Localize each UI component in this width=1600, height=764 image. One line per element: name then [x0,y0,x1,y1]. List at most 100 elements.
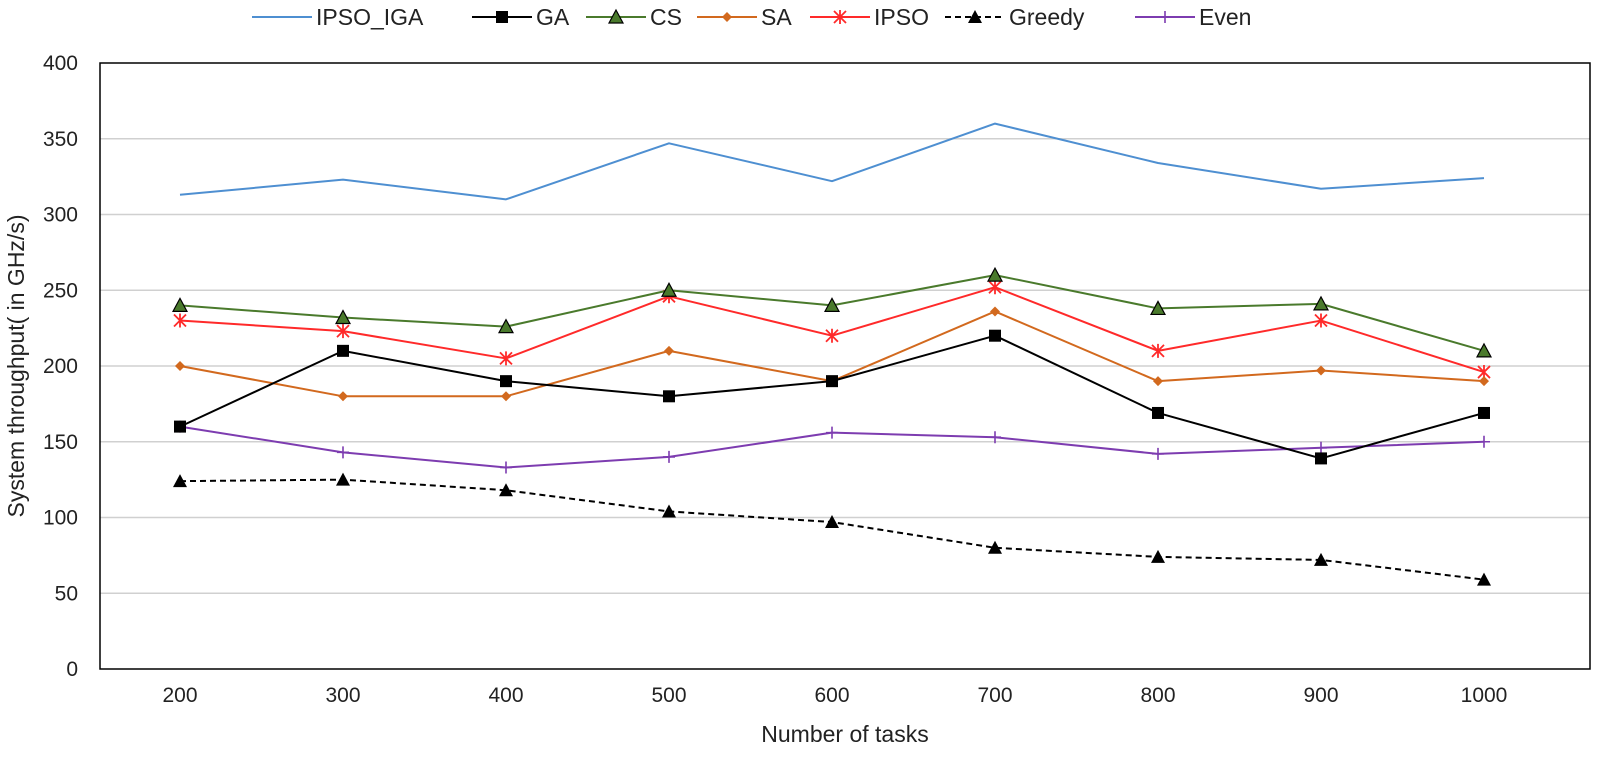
data-point-marker [1149,300,1167,316]
legend-item: IPSO [810,4,929,30]
data-point-marker [500,375,512,388]
series-greedy [173,472,1491,586]
data-point-marker [174,420,186,433]
x-tick-label: 900 [1303,684,1338,707]
data-point-marker [833,10,847,24]
data-point-marker [990,306,1000,317]
data-point-marker [825,328,839,343]
data-point-marker [660,281,678,297]
x-tick-label: 700 [977,684,1012,707]
legend-item: GA [472,4,570,30]
data-point-marker [497,318,515,334]
legend-item: IPSO_IGA [252,4,424,30]
data-point-marker [499,351,513,366]
data-point-marker [501,391,511,402]
legend-item: SA [697,4,792,30]
data-point-marker [1314,313,1328,328]
data-point-marker [823,297,841,312]
data-point-marker [825,515,839,529]
data-point-marker [173,474,187,488]
data-point-marker [175,361,185,371]
data-point-marker [988,540,1002,554]
legend-item: CS [586,4,682,30]
data-point-marker [826,426,838,439]
plot-area-frame [99,62,1591,670]
data-point-marker [337,446,349,459]
data-point-marker [337,344,349,357]
data-point-marker [334,309,352,325]
data-point-marker [500,461,512,474]
legend-label: IPSO [874,4,929,30]
y-tick-label: 50 [55,582,78,605]
data-point-marker [1151,343,1165,358]
legend-label: IPSO_IGA [316,4,424,30]
x-tick-label: 200 [162,684,197,707]
legend-label: GA [536,4,570,30]
data-point-marker [1316,365,1326,376]
legend: IPSO_IGA GA CS SA IPSO Greedy Even [252,4,1251,30]
data-point-marker [1151,549,1165,563]
series-ipso-iga [179,122,1485,201]
gridlines [100,138,1590,594]
x-tick-label: 800 [1140,684,1175,707]
data-point-marker [1312,295,1330,311]
x-tick-label: 600 [814,684,849,707]
data-point-marker [722,12,732,22]
y-tick-label: 150 [43,431,78,454]
data-point-marker [1153,376,1163,387]
data-point-marker [336,472,350,486]
legend-item: Greedy [945,4,1085,30]
y-axis-title: System throughput( in GHz/s) [3,215,29,518]
data-point-marker [607,8,625,24]
series-ga [174,329,1490,465]
series-cs [171,266,1493,358]
legend-label: Greedy [1009,4,1085,30]
data-point-marker [989,431,1001,444]
data-point-marker [664,345,674,356]
data-point-marker [968,10,982,23]
data-point-marker [496,11,508,23]
data-point-marker [986,266,1004,282]
y-tick-label: 200 [43,355,78,378]
x-axis-ticks: 200 300 400 500 600 700 800 900 1000 [162,684,1507,707]
series-ipso [173,280,1491,380]
series-layer [171,122,1493,586]
legend-label: SA [761,4,792,30]
y-tick-label: 400 [43,52,78,75]
y-tick-label: 100 [43,507,78,530]
data-point-marker [1314,552,1328,566]
y-axis-ticks: 0 50 100 150 200 250 300 350 400 [43,52,78,681]
data-point-marker [663,450,675,463]
legend-item: Even [1135,4,1251,30]
data-point-marker [338,391,348,402]
data-point-marker [826,375,838,388]
x-tick-label: 1000 [1461,684,1508,707]
data-point-marker [1159,11,1171,23]
data-point-marker [1475,342,1493,358]
data-point-marker [989,329,1001,342]
data-point-marker [171,297,189,312]
data-point-marker [662,504,676,518]
series-even [174,420,1490,474]
x-tick-label: 300 [325,684,360,707]
y-tick-label: 250 [43,279,78,302]
data-point-marker [1477,572,1491,586]
x-tick-label: 400 [488,684,523,707]
y-tick-label: 0 [66,658,78,681]
data-point-marker [173,313,187,328]
data-point-marker [499,483,513,497]
data-point-marker [1152,447,1164,460]
data-point-marker [1315,452,1327,465]
x-axis-title: Number of tasks [761,721,928,747]
legend-label: Even [1199,4,1251,30]
data-point-marker [1479,376,1489,387]
data-point-marker [988,280,1002,295]
y-tick-label: 350 [43,128,78,151]
legend-label: CS [650,4,682,30]
series-line [179,122,1485,201]
series-line [179,478,1485,581]
data-point-marker [1478,406,1490,419]
data-point-marker [1315,441,1327,454]
data-point-marker [1478,435,1490,448]
